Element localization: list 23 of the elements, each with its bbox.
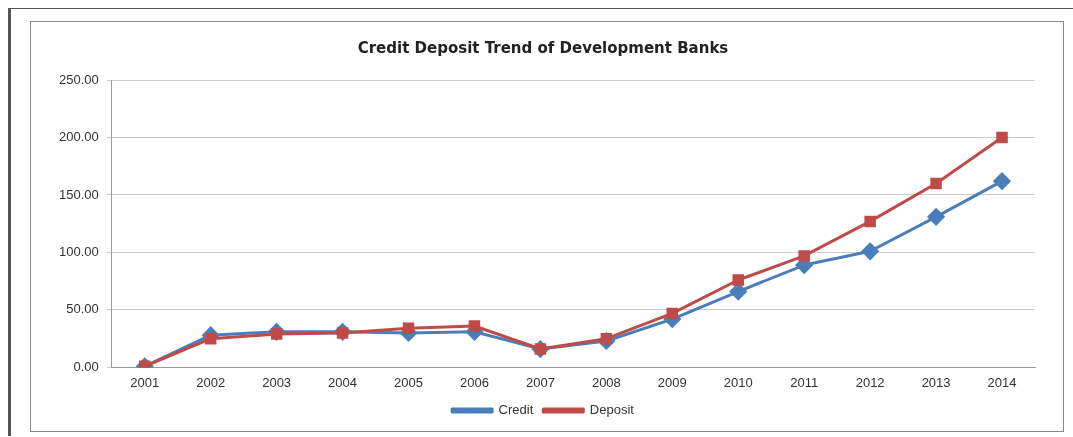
legend-label: Deposit — [589, 402, 635, 418]
x-tick-label: 2014 — [987, 374, 1017, 390]
x-tick-label: 2009 — [657, 374, 687, 390]
x-tick-label: 2006 — [460, 374, 489, 390]
y-tick-label: 200.00 — [59, 129, 99, 145]
x-tick-label: 2008 — [591, 374, 621, 390]
y-tick-label: 50.00 — [66, 301, 99, 317]
x-tick-label: 2002 — [196, 374, 226, 390]
x-tick-label: 2003 — [262, 374, 292, 390]
x-tick-label: 2005 — [394, 374, 423, 390]
x-tick-label: 2007 — [525, 374, 555, 390]
y-tick-label: 150.00 — [59, 186, 99, 202]
x-tick-label: 2001 — [130, 374, 160, 390]
x-tick-label: 2010 — [723, 374, 753, 390]
x-tick-label: 2013 — [921, 374, 951, 390]
x-tick-label: 2012 — [855, 374, 885, 390]
y-tick-label: 250.00 — [59, 71, 99, 87]
chart-title: Credit Deposit Trend of Development Banks — [357, 38, 729, 57]
x-tick-label: 2004 — [328, 374, 358, 390]
y-tick-label: 100.00 — [59, 244, 99, 260]
x-tick-label: 2011 — [790, 374, 819, 390]
legend-label: Credit — [498, 402, 534, 418]
y-tick-label: 0.00 — [73, 358, 99, 374]
